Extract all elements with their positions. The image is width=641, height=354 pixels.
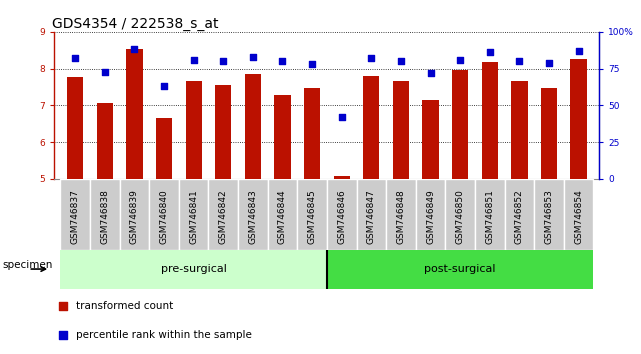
Point (574, 48, 584, 54)
Bar (512, 81, 528, 179)
Bar (534, 179, 564, 250)
Text: GSM746851: GSM746851 (485, 189, 494, 244)
Bar (208, 179, 238, 250)
Point (100, 69, 110, 74)
Text: transformed count: transformed count (76, 301, 174, 311)
Bar (570, 59, 587, 179)
Bar (185, 81, 202, 179)
Point (544, 60, 554, 65)
Bar (504, 179, 534, 250)
Bar (245, 74, 261, 179)
Bar (90, 179, 120, 250)
Bar (333, 176, 350, 179)
Text: GSM746838: GSM746838 (101, 189, 110, 244)
Bar (274, 95, 290, 179)
Bar (481, 62, 498, 179)
Text: GSM746850: GSM746850 (456, 189, 465, 244)
Bar (60, 179, 90, 250)
Point (58, 332, 68, 338)
Bar (215, 85, 231, 179)
Point (188, 57, 199, 63)
Bar (120, 179, 149, 250)
Text: GSM746843: GSM746843 (248, 189, 258, 244)
Bar (297, 179, 327, 250)
Bar (564, 179, 594, 250)
Point (514, 58, 524, 64)
Point (395, 58, 406, 64)
Text: pre-surgical: pre-surgical (161, 264, 227, 274)
Text: GDS4354 / 222538_s_at: GDS4354 / 222538_s_at (52, 17, 219, 31)
Bar (452, 70, 469, 179)
Bar (97, 103, 113, 179)
Point (366, 56, 376, 61)
Text: GSM746841: GSM746841 (189, 189, 198, 244)
Text: GSM746852: GSM746852 (515, 189, 524, 244)
Text: percentile rank within the sample: percentile rank within the sample (76, 330, 252, 340)
Point (307, 61, 317, 67)
Bar (445, 179, 475, 250)
Bar (60, 250, 327, 289)
Bar (238, 179, 268, 250)
Text: post-surgical: post-surgical (424, 264, 496, 274)
Bar (422, 100, 438, 179)
Bar (304, 88, 320, 179)
Point (426, 70, 436, 76)
Bar (327, 250, 594, 289)
Bar (327, 179, 356, 250)
Bar (268, 179, 297, 250)
Bar (149, 179, 179, 250)
Text: GSM746848: GSM746848 (396, 189, 406, 244)
Point (159, 84, 169, 89)
Bar (541, 88, 557, 179)
Text: GSM746837: GSM746837 (71, 189, 79, 244)
Bar (393, 81, 409, 179)
Point (58, 303, 68, 309)
Text: GSM746839: GSM746839 (130, 189, 139, 244)
Text: GSM746845: GSM746845 (308, 189, 317, 244)
Bar (363, 76, 379, 179)
Text: GSM746849: GSM746849 (426, 189, 435, 244)
Point (70, 56, 80, 61)
Bar (416, 179, 445, 250)
Text: GSM746853: GSM746853 (544, 189, 553, 244)
Point (218, 58, 228, 64)
Bar (67, 77, 83, 179)
Point (485, 50, 495, 55)
Point (455, 57, 465, 63)
Text: specimen: specimen (3, 260, 53, 270)
Text: GSM746844: GSM746844 (278, 189, 287, 244)
Text: GSM746842: GSM746842 (219, 189, 228, 244)
Bar (475, 179, 504, 250)
Point (337, 114, 347, 120)
Bar (356, 179, 386, 250)
Bar (126, 50, 142, 179)
Point (278, 58, 288, 64)
Bar (156, 118, 172, 179)
Bar (386, 179, 416, 250)
Text: GSM746846: GSM746846 (337, 189, 346, 244)
Bar (179, 179, 208, 250)
Point (129, 47, 140, 52)
Text: GSM746847: GSM746847 (367, 189, 376, 244)
Text: GSM746840: GSM746840 (160, 189, 169, 244)
Text: GSM746854: GSM746854 (574, 189, 583, 244)
Point (248, 54, 258, 60)
